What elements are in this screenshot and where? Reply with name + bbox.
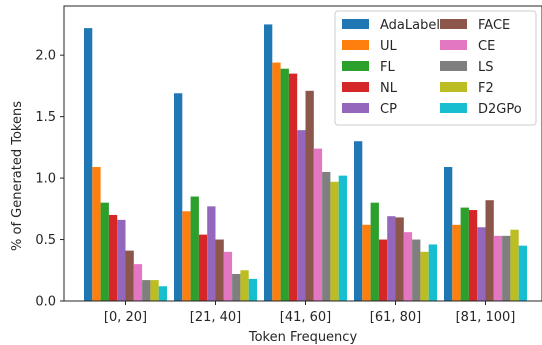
plot-frame — [63, 5, 542, 302]
bar-nl-4 — [468, 210, 478, 301]
bar-d2gpo-3 — [428, 244, 437, 301]
legend-label-face: FACE — [478, 18, 510, 33]
bar-cp-1 — [207, 206, 216, 301]
bar-fl-1 — [190, 196, 199, 301]
bar-fl-0 — [100, 202, 109, 301]
x-tick-label: [61, 80] — [370, 310, 422, 325]
legend-swatch-d2gpo — [440, 103, 467, 113]
y-axis-label: % of Generated Tokens — [10, 101, 25, 251]
bar-nl-2 — [288, 73, 298, 301]
bar-adalabel-0 — [84, 28, 93, 302]
bar-ce-1 — [223, 251, 233, 301]
bar-f2-4 — [510, 229, 519, 301]
legend-label-adalabel: AdaLabel — [380, 18, 440, 33]
y-tick-label: 2.0 — [35, 49, 56, 64]
legend-swatch-cp — [342, 103, 369, 113]
bar-ul-2 — [272, 62, 281, 301]
bar-nl-0 — [108, 214, 118, 301]
bar-ul-4 — [452, 224, 461, 301]
x-axis: [0, 20] [21, 40] [41, 60] [61, 80] [81, 100] — [104, 301, 516, 325]
bar-ls-4 — [502, 235, 511, 301]
legend-swatch-adalabel — [342, 19, 369, 29]
y-axis: 0.0 0.5 1.0 1.5 2.0 — [35, 49, 64, 310]
bar-f2-0 — [150, 280, 159, 301]
legend-swatch-ul — [342, 40, 369, 50]
bar-ls-1 — [232, 273, 241, 301]
x-tick-label: [41, 60] — [280, 310, 332, 325]
y-tick-label: 1.5 — [35, 110, 56, 125]
bar-ul-3 — [362, 224, 371, 301]
bar-ul-1 — [182, 211, 191, 301]
bar-fl-4 — [460, 207, 469, 301]
x-tick-label: [21, 40] — [190, 310, 242, 325]
x-axis-label: Token Frequency — [248, 330, 358, 345]
bar-fl-2 — [280, 68, 289, 301]
legend-label-cp: CP — [380, 102, 397, 117]
bar-d2gpo-4 — [518, 245, 527, 301]
bar-adalabel-3 — [354, 141, 363, 301]
legend-label-ce: CE — [478, 39, 495, 54]
bar-ce-3 — [403, 232, 413, 301]
bar-cp-2 — [297, 130, 306, 301]
bar-d2gpo-2 — [338, 175, 347, 302]
bar-ce-2 — [313, 148, 323, 301]
bar-face-2 — [305, 90, 314, 301]
bar-ls-2 — [322, 171, 331, 301]
bar-f2-2 — [330, 181, 339, 301]
legend-swatch-nl — [342, 82, 369, 92]
x-tick-label: [81, 100] — [456, 310, 516, 325]
bar-adalabel-4 — [444, 167, 453, 301]
bar-fl-3 — [370, 202, 379, 301]
bar-f2-1 — [240, 270, 249, 301]
legend: AdaLabel UL FL NL CP FACE CE LS F2 D2GPo — [334, 10, 537, 126]
legend-label-nl: NL — [380, 81, 398, 96]
legend-swatch-face — [440, 19, 467, 29]
bar-cp-3 — [387, 216, 396, 301]
bar-f2-3 — [420, 251, 429, 301]
legend-label-f2: F2 — [478, 81, 494, 96]
legend-label-fl: FL — [380, 60, 395, 75]
legend-swatch-ce — [440, 40, 467, 50]
bar-face-4 — [485, 200, 494, 301]
x-tick-label: [0, 20] — [104, 310, 147, 325]
y-tick-label: 1.0 — [35, 172, 56, 187]
bar-d2gpo-0 — [158, 286, 167, 301]
bar-face-0 — [125, 250, 134, 301]
y-tick-label: 0.5 — [35, 233, 56, 248]
bar-adalabel-1 — [174, 93, 183, 302]
bars-group — [84, 24, 527, 302]
bar-nl-1 — [198, 234, 208, 302]
legend-label-d2gpo: D2GPo — [478, 102, 522, 117]
bar-face-1 — [215, 239, 224, 301]
bar-ls-3 — [412, 239, 421, 301]
bar-cp-4 — [477, 227, 486, 301]
legend-label-ls: LS — [478, 60, 494, 75]
bar-nl-3 — [378, 239, 388, 301]
bar-cp-0 — [117, 219, 126, 302]
legend-label-ul: UL — [380, 39, 398, 54]
bar-ce-0 — [133, 264, 143, 302]
bar-d2gpo-1 — [248, 278, 257, 302]
y-tick-label: 0.0 — [35, 295, 56, 310]
legend-swatch-ls — [440, 61, 467, 71]
legend-swatch-fl — [342, 61, 369, 71]
bar-face-3 — [395, 217, 404, 301]
bar-ce-4 — [493, 235, 503, 301]
bar-ul-0 — [92, 167, 101, 301]
bar-adalabel-2 — [264, 24, 273, 301]
legend-box — [334, 10, 537, 126]
legend-swatch-f2 — [440, 82, 467, 92]
bar-ls-0 — [142, 280, 151, 301]
